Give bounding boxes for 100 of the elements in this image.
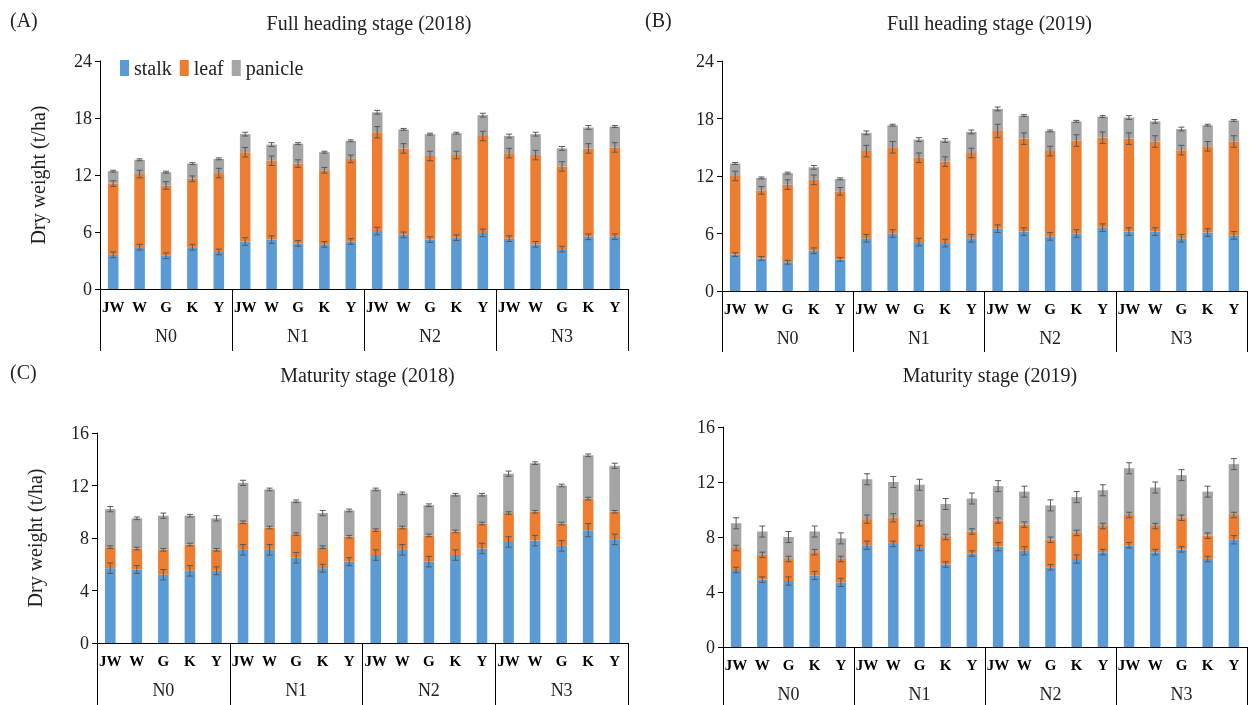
x-tick-label: W [1147, 656, 1163, 673]
bar [887, 147, 898, 234]
bar [370, 530, 382, 556]
text: N0 [155, 326, 177, 346]
bar [450, 531, 461, 556]
x-tick-label: W [528, 298, 544, 315]
bar [583, 236, 594, 289]
bar [290, 557, 302, 643]
bar [1150, 552, 1161, 647]
x-tick-label: Y [609, 298, 621, 315]
bar [292, 243, 304, 289]
text: N0 [777, 684, 800, 704]
bar [213, 251, 225, 289]
x-tick-label: JW [1117, 656, 1141, 673]
bar [1149, 141, 1161, 232]
bar [503, 473, 514, 514]
text: N2 [1039, 684, 1062, 704]
bar [370, 489, 382, 531]
bar [131, 569, 143, 643]
bar [556, 166, 568, 250]
x-tick-label: G [913, 656, 926, 673]
x-tick-label: W [527, 652, 543, 669]
bar [1202, 232, 1213, 291]
bar [1202, 559, 1213, 647]
x-tick-label: W [264, 298, 280, 315]
bar [371, 132, 383, 232]
x-tick-label: JW [365, 298, 389, 315]
bar [1018, 231, 1030, 291]
bar [211, 570, 222, 643]
x-tick-label: Y [835, 656, 847, 673]
x-tick-label: JW [723, 300, 747, 317]
y-tick-label: 24 [696, 51, 714, 71]
text: N1 [287, 326, 309, 346]
x-tick-label: G [1044, 300, 1057, 317]
bar [888, 482, 899, 518]
bar [992, 108, 1003, 131]
x-tick-label: G [782, 656, 795, 673]
bar [914, 523, 925, 548]
x-tick-label: Y [1228, 300, 1240, 317]
bar [782, 262, 793, 291]
bar [450, 555, 461, 643]
bar [319, 244, 330, 289]
y-tick-label: 12 [696, 166, 714, 186]
y-axis-title: Dry weight (t/ha) [24, 468, 47, 608]
bar [1149, 231, 1161, 291]
bar [530, 134, 541, 156]
bar [1045, 539, 1056, 568]
x-tick-label: Y [965, 300, 977, 317]
bar [887, 233, 898, 291]
bar [861, 132, 872, 152]
bar [1123, 515, 1135, 546]
bar [397, 527, 408, 550]
bar [450, 494, 461, 532]
bar [1228, 515, 1240, 540]
bar [992, 130, 1003, 229]
text: N2 [1039, 328, 1062, 348]
bar [134, 247, 145, 289]
x-tick-label: W [129, 652, 145, 669]
y-tick-label: 12 [74, 165, 92, 185]
y-tick-label: 18 [74, 108, 92, 128]
bar [211, 518, 222, 550]
bar [266, 160, 277, 240]
bar [345, 241, 357, 289]
text: N2 [417, 680, 440, 700]
bar [503, 513, 514, 542]
bar [783, 537, 794, 559]
bar [1176, 475, 1187, 518]
text: N2 [419, 326, 441, 346]
bar [783, 581, 794, 647]
x-tick-label: G [160, 298, 173, 315]
bar [476, 494, 488, 524]
x-tick-label: Y [1097, 300, 1109, 317]
x-tick-label: W [1016, 656, 1032, 673]
text: (A) [10, 9, 38, 32]
bar [1071, 497, 1082, 533]
x-tick-label: K [808, 300, 821, 317]
bar [940, 537, 951, 565]
x-tick-label: K [316, 652, 329, 669]
chart-title: Maturity stage (2018) [280, 364, 455, 387]
bar [888, 517, 899, 544]
bar [1176, 517, 1187, 550]
bar [476, 548, 488, 643]
bar [266, 239, 277, 289]
bar [861, 479, 873, 520]
bar [317, 547, 328, 569]
bar [1019, 491, 1030, 525]
bar [451, 133, 462, 156]
y-tick-label: 0 [705, 281, 714, 301]
x-tick-label: G [1044, 656, 1057, 673]
bar [530, 244, 541, 289]
x-tick-label: JW [986, 656, 1010, 673]
x-tick-label: K [939, 300, 952, 317]
x-tick-label: W [396, 298, 412, 315]
x-tick-label: JW [364, 652, 388, 669]
bar [1071, 121, 1082, 141]
bar [1045, 567, 1056, 647]
bar [187, 247, 198, 289]
bar [237, 482, 249, 523]
x-tick-label: JW [101, 298, 125, 315]
bar [160, 185, 172, 256]
